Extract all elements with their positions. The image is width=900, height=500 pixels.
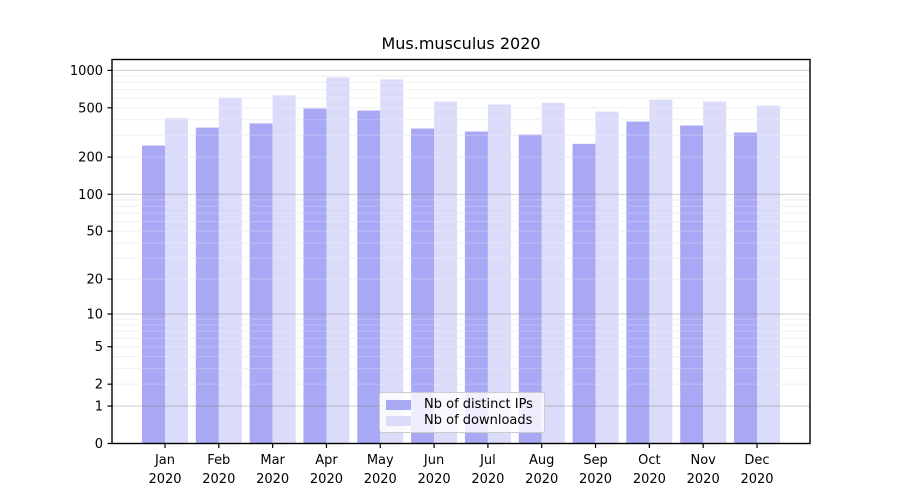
x-tick-label-year: 2020 <box>148 472 181 487</box>
x-tick-label-year: 2020 <box>633 472 666 487</box>
bar-downloads-jun <box>434 101 458 444</box>
bar-downloads-nov <box>703 101 727 444</box>
x-tick-label-month: Oct <box>638 453 660 468</box>
bar-downloads-apr <box>326 77 350 444</box>
bar-downloads-sep <box>595 111 619 444</box>
legend-item-downloads: Nb of downloads <box>386 413 538 429</box>
bar-distinct-ips-jul <box>464 131 488 444</box>
y-tick-label: 2 <box>95 378 103 393</box>
x-tick-label-year: 2020 <box>687 472 720 487</box>
x-tick-label-year: 2020 <box>364 472 397 487</box>
legend-swatch-distinct-ips <box>386 400 411 410</box>
bar-distinct-ips-apr <box>303 108 327 444</box>
plot-border <box>111 58 811 445</box>
y-tick-label: 5 <box>95 340 103 355</box>
bar-distinct-ips-nov <box>680 125 704 444</box>
y-tick-label: 10 <box>86 308 103 323</box>
legend: Nb of distinct IPs Nb of downloads <box>379 392 545 433</box>
x-tick-label-month: Aug <box>529 453 554 468</box>
x-tick-label-month: Nov <box>690 453 716 468</box>
bar-downloads-dec <box>757 105 780 444</box>
chart-title: Mus.musculus 2020 <box>381 34 541 53</box>
x-tick-label-year: 2020 <box>740 472 773 487</box>
y-tick-label: 500 <box>78 101 103 116</box>
y-tick-label: 200 <box>78 151 103 166</box>
y-tick-label: 0 <box>95 437 103 452</box>
y-tick-label: 20 <box>86 273 103 288</box>
bar-downloads-may <box>380 79 404 444</box>
x-tick-label-year: 2020 <box>418 472 451 487</box>
legend-label-downloads: Nb of downloads <box>424 413 533 428</box>
y-tick-label: 1 <box>95 400 103 415</box>
legend-label-distinct-ips: Nb of distinct IPs <box>424 397 533 412</box>
x-tick-label-month: Jun <box>423 453 444 468</box>
bar-distinct-ips-dec <box>734 132 757 444</box>
x-tick-label-month: Jan <box>154 453 175 468</box>
bar-downloads-oct <box>649 99 673 444</box>
y-tick-label: 1000 <box>70 64 103 79</box>
bar-distinct-ips-sep <box>572 143 596 444</box>
legend-swatch-downloads <box>386 416 411 426</box>
legend-item-distinct-ips: Nb of distinct IPs <box>386 397 538 413</box>
x-tick-label-month: Apr <box>315 453 338 468</box>
bar-distinct-ips-mar <box>249 123 273 444</box>
bar-distinct-ips-feb <box>195 127 219 444</box>
x-tick-label-year: 2020 <box>256 472 289 487</box>
bar-downloads-jan <box>165 118 188 444</box>
x-tick-label-year: 2020 <box>525 472 558 487</box>
bar-downloads-mar <box>272 95 296 444</box>
x-tick-label-month: Feb <box>207 453 230 468</box>
x-tick-label-month: Jul <box>479 453 496 468</box>
y-tick-label: 50 <box>86 225 103 240</box>
x-tick-label-month: Mar <box>260 453 285 468</box>
bar-distinct-ips-oct <box>626 121 650 444</box>
bar-downloads-feb <box>218 97 242 444</box>
bar-distinct-ips-may <box>357 110 381 444</box>
bar-distinct-ips-aug <box>518 134 542 444</box>
x-tick-label-year: 2020 <box>202 472 235 487</box>
x-tick-label-month: Dec <box>744 453 769 468</box>
bar-distinct-ips-jun <box>411 128 435 444</box>
bar-downloads-jul <box>487 104 511 444</box>
bar-distinct-ips-jan <box>142 145 165 444</box>
x-tick-label-year: 2020 <box>579 472 612 487</box>
x-tick-label-month: May <box>367 453 394 468</box>
y-tick-label: 100 <box>78 188 103 203</box>
x-tick-label-year: 2020 <box>310 472 343 487</box>
x-tick-label-year: 2020 <box>471 472 504 487</box>
x-tick-label-month: Sep <box>583 453 608 468</box>
bar-downloads-aug <box>541 102 565 444</box>
